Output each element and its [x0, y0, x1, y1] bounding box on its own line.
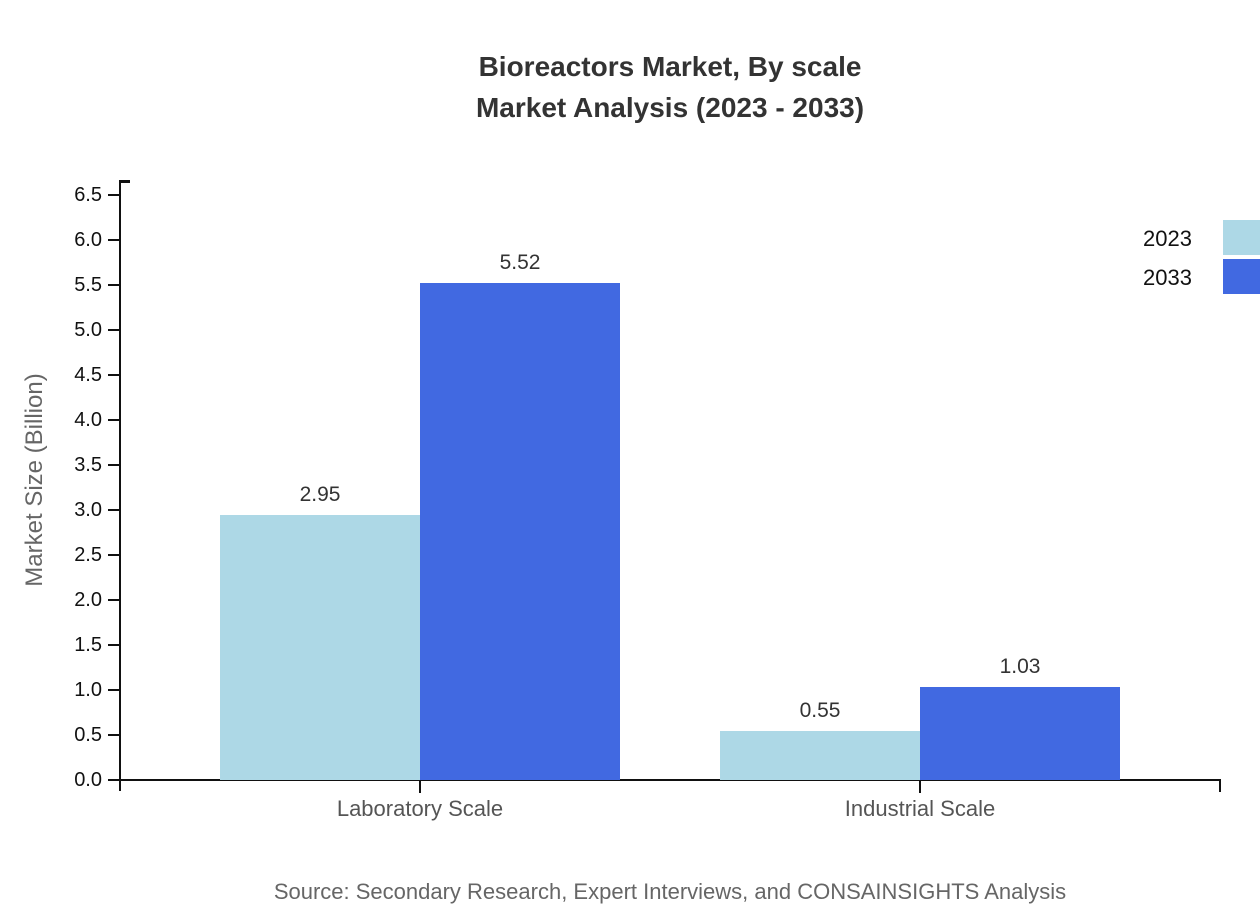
y-tick-label: 3.0: [74, 499, 102, 521]
y-tick-label: 1.5: [74, 634, 102, 656]
y-tick-label: 4.0: [74, 409, 102, 431]
y-tick-label: 0.5: [74, 724, 102, 746]
bar-2023-laboratory-scale: [220, 514, 420, 780]
y-axis-top-cap: [118, 180, 130, 183]
y-tick-mark: [108, 508, 120, 512]
x-tick-mark: [918, 781, 922, 794]
y-tick-mark: [108, 688, 120, 692]
y-tick-label: 6.5: [74, 184, 102, 206]
legend-swatch-2023: [1223, 220, 1260, 255]
x-category-label-industrial-scale: Industrial Scale: [844, 796, 996, 821]
y-tick-mark: [108, 643, 120, 647]
bar-value-label: 2.95: [299, 482, 341, 506]
bar-value-label: 0.55: [799, 698, 841, 722]
x-axis-right-cap: [1218, 780, 1222, 792]
y-axis-line: [118, 180, 122, 791]
y-tick-mark: [108, 373, 120, 377]
y-tick-label: 5.0: [74, 319, 102, 341]
legend-label-2033: 2033: [1143, 265, 1192, 290]
chart-title: Bioreactors Market, By scale Market Anal…: [80, 46, 1260, 128]
bar-2023-industrial-scale: [720, 730, 920, 780]
y-tick-mark: [108, 733, 120, 737]
y-tick-label: 1.0: [74, 679, 102, 701]
y-tick-label: 4.5: [74, 364, 102, 386]
bar-value-label: 5.52: [499, 251, 541, 275]
x-axis-line: [118, 778, 1222, 782]
y-tick-mark: [108, 778, 120, 782]
legend-label-2023: 2023: [1143, 226, 1192, 251]
legend-swatch-2033: [1223, 259, 1260, 294]
y-tick-label: 2.5: [74, 544, 102, 566]
bar-2033-industrial-scale: [920, 687, 1120, 780]
y-tick-label: 2.0: [74, 589, 102, 611]
chart-title-line1: Bioreactors Market, By scale: [478, 51, 862, 82]
x-tick-mark: [418, 781, 422, 794]
y-tick-mark: [108, 238, 120, 242]
chart-title-line2: Market Analysis (2023 - 2033): [475, 92, 865, 123]
y-tick-mark: [108, 553, 120, 557]
bar-value-label: 1.03: [999, 655, 1041, 679]
y-tick-label: 6.0: [74, 229, 102, 251]
source-note: Source: Secondary Research, Expert Inter…: [273, 879, 1067, 904]
y-tick-mark: [108, 193, 120, 197]
y-tick-label: 3.5: [74, 454, 102, 476]
x-category-label-laboratory-scale: Laboratory Scale: [336, 796, 504, 821]
y-tick-mark: [108, 328, 120, 332]
y-tick-label: 5.5: [74, 274, 102, 296]
y-tick-mark: [108, 418, 120, 422]
y-tick-label: 0.0: [74, 769, 102, 791]
y-tick-mark: [108, 598, 120, 602]
y-tick-mark: [108, 463, 120, 467]
y-tick-mark: [108, 283, 120, 287]
bar-2033-laboratory-scale: [420, 283, 620, 780]
